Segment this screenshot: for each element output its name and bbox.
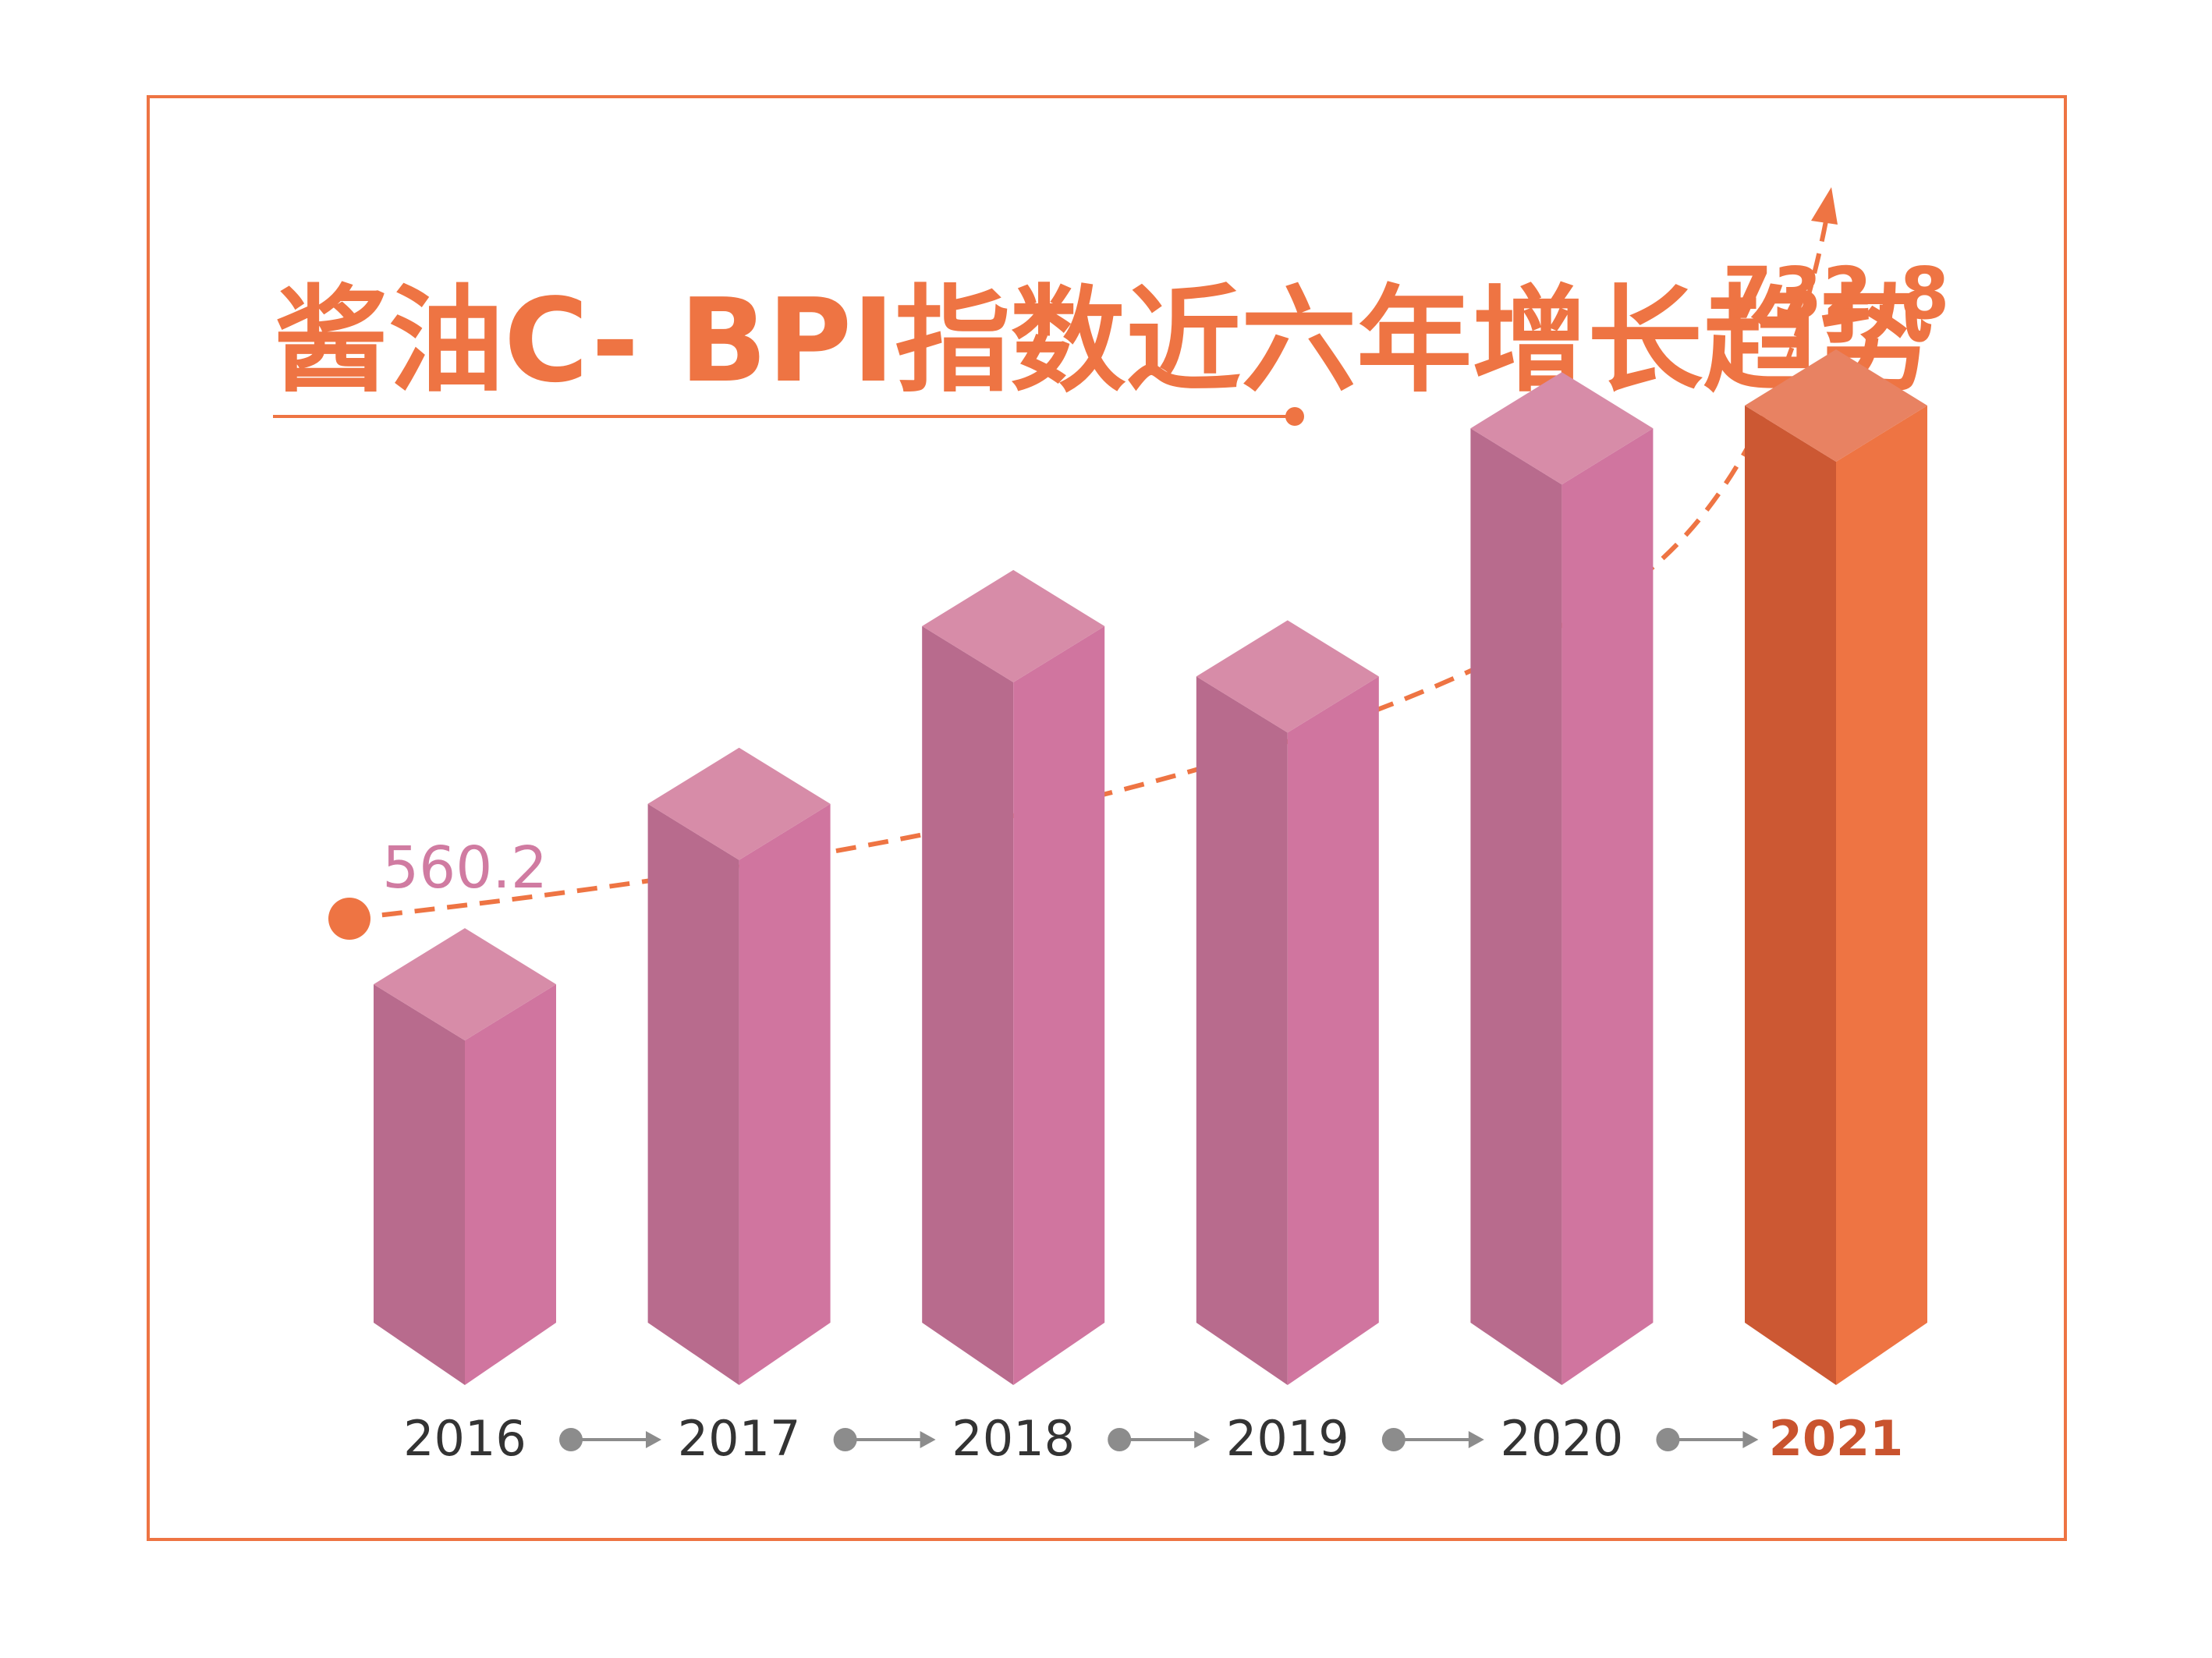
bar-right-face <box>1287 676 1379 1385</box>
bars <box>374 349 1927 1386</box>
bar-top-face <box>374 928 556 1041</box>
bar-right-face <box>1013 625 1105 1385</box>
x-tick-label-2018: 2018 <box>952 1410 1075 1467</box>
bar-2019 <box>1196 620 1379 1385</box>
x-tick-label-2021: 2021 <box>1769 1410 1904 1467</box>
bar-right-face <box>465 984 556 1385</box>
bar-right-face <box>1562 428 1654 1386</box>
bar-top-face <box>922 569 1105 682</box>
x-axis: 2016 2017 2018 2019 2020 2021 <box>403 1410 1903 1467</box>
bar-2021 <box>1745 349 1927 1386</box>
year-connector-arrow-icon <box>1108 1428 1211 1451</box>
bar-2016 <box>374 928 556 1385</box>
chart-title: 酱油C- BPI指数近六年增长趋势 <box>273 274 1934 408</box>
x-tick-label-2016: 2016 <box>403 1410 526 1467</box>
bar-left-face <box>1196 676 1288 1385</box>
chart-frame <box>147 95 2067 1541</box>
bar-left-face <box>1745 405 1836 1386</box>
bar-2017 <box>647 747 831 1385</box>
bar-left-face <box>922 625 1014 1385</box>
bar-top-face <box>1196 620 1379 733</box>
bar-top-face <box>1745 349 1927 462</box>
x-tick-label-2017: 2017 <box>678 1410 801 1467</box>
x-tick-label-2020: 2020 <box>1501 1410 1624 1467</box>
trend-start-dot <box>328 898 370 940</box>
year-connector-arrow-icon <box>1381 1428 1484 1451</box>
value-label-2016: 560.2 <box>382 834 548 902</box>
year-connector-arrow-icon <box>1656 1428 1759 1451</box>
x-tick-label-2019: 2019 <box>1226 1410 1349 1467</box>
year-connector-arrow-icon <box>559 1428 661 1451</box>
bar-right-face <box>739 803 831 1385</box>
bar-left-face <box>1470 428 1562 1386</box>
bar-top-face <box>1470 372 1654 485</box>
value-label-2021: 732.8 <box>1722 252 1949 335</box>
value-labels: 560.2 732.8 <box>382 252 1949 902</box>
bar-right-face <box>1836 405 1927 1386</box>
year-connector-arrow-icon <box>833 1428 936 1451</box>
title-underline-dot <box>1285 407 1304 426</box>
bar-2018 <box>922 569 1105 1385</box>
bar-top-face <box>647 747 831 860</box>
bar-left-face <box>647 803 739 1385</box>
bar-left-face <box>374 984 465 1385</box>
bar-2020 <box>1470 372 1654 1386</box>
trend-arrow-icon <box>1811 187 1838 225</box>
